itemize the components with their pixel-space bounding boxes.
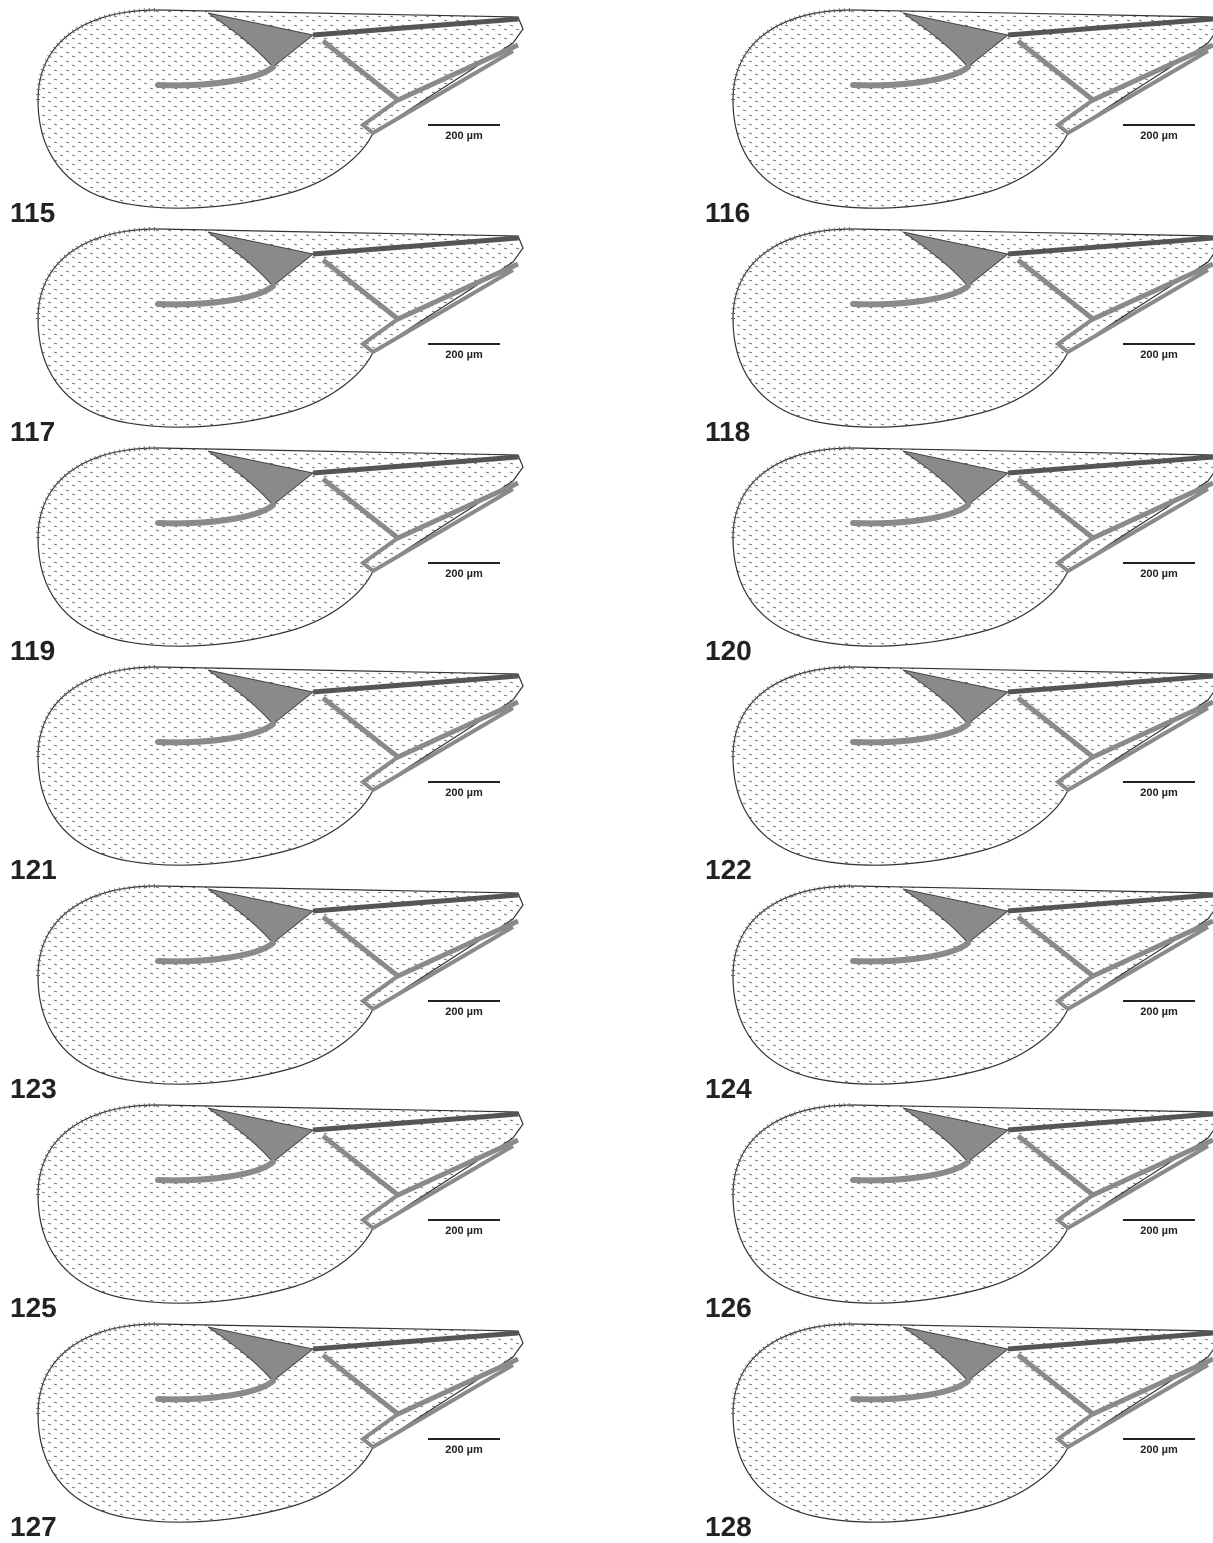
wing-drawing (38, 448, 523, 646)
scale-label: 200 µm (445, 568, 483, 580)
scale-label: 200 µm (1140, 787, 1178, 799)
panel: 118 200 µm (705, 229, 1213, 447)
panel-label: 115 (10, 197, 55, 228)
scale-label: 200 µm (1140, 130, 1178, 142)
scale-label: 200 µm (445, 787, 483, 799)
panel-label: 118 (705, 416, 750, 447)
scale-label: 200 µm (1140, 1006, 1178, 1018)
panel-label: 119 (10, 635, 55, 666)
wing-drawing (733, 1324, 1213, 1522)
wing-drawing (38, 229, 523, 427)
wing-drawing (38, 10, 523, 208)
panel-label: 117 (10, 416, 55, 447)
panel: 127 200 µm (10, 1324, 523, 1542)
panel: 119 200 µm (10, 448, 523, 666)
wing-drawing (733, 10, 1213, 208)
wing-drawing (38, 886, 523, 1084)
panel-label: 121 (10, 854, 57, 885)
panel-label: 126 (705, 1292, 752, 1323)
wing-drawing (733, 229, 1213, 427)
panel-label: 116 (705, 197, 750, 228)
panel: 128 200 µm (705, 1324, 1213, 1542)
panel: 117 200 µm (10, 229, 523, 447)
scale-label: 200 µm (1140, 1225, 1178, 1237)
scale-label: 200 µm (1140, 349, 1178, 361)
panel-label: 125 (10, 1292, 57, 1323)
panel: 115 200 µm (10, 10, 523, 228)
panel: 125 200 µm (10, 1105, 523, 1323)
panel: 123 200 µm (10, 886, 523, 1104)
scale-label: 200 µm (1140, 568, 1178, 580)
panel: 121 200 µm (10, 667, 523, 885)
scale-label: 200 µm (445, 1225, 483, 1237)
wing-drawing (733, 1105, 1213, 1303)
panel-label: 123 (10, 1073, 57, 1104)
scale-label: 200 µm (445, 130, 483, 142)
panel: 122 200 µm (705, 667, 1213, 885)
panel-label: 122 (705, 854, 752, 885)
panel-label: 127 (10, 1511, 57, 1542)
panel: 116 200 µm (705, 10, 1213, 228)
wing-drawing (38, 667, 523, 865)
panel-label: 120 (705, 635, 752, 666)
panel: 124 200 µm (705, 886, 1213, 1104)
figure-plate: 115 200 µm 116 200 µm 117 200 µm 118 200 µm 119 2… (0, 0, 1213, 1543)
scale-label: 200 µm (445, 1006, 483, 1018)
wing-drawing (38, 1324, 523, 1522)
panel: 120 200 µm (705, 448, 1213, 666)
scale-label: 200 µm (1140, 1444, 1178, 1456)
wing-drawing (733, 667, 1213, 865)
scale-label: 200 µm (445, 349, 483, 361)
scale-label: 200 µm (445, 1444, 483, 1456)
wing-drawing (733, 886, 1213, 1084)
panel-label: 124 (705, 1073, 752, 1104)
wing-drawing (38, 1105, 523, 1303)
panel: 126 200 µm (705, 1105, 1213, 1323)
panel-label: 128 (705, 1511, 752, 1542)
wing-drawing (733, 448, 1213, 646)
